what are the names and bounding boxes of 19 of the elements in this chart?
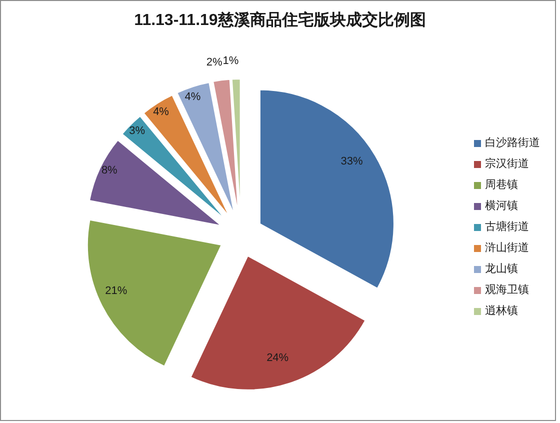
data-label: 2% bbox=[206, 56, 223, 68]
data-label: 24% bbox=[266, 352, 289, 364]
legend-label: 观海卫镇 bbox=[485, 283, 529, 297]
legend-label: 白沙路街道 bbox=[485, 136, 540, 150]
legend-label: 龙山镇 bbox=[485, 262, 518, 276]
legend-label: 古塘街道 bbox=[485, 220, 529, 234]
data-label: 33% bbox=[340, 156, 364, 168]
legend-label: 宗汉街道 bbox=[485, 156, 529, 171]
legend-label: 周巷镇 bbox=[485, 178, 518, 192]
data-label: 4% bbox=[153, 106, 170, 118]
data-label: 3% bbox=[129, 125, 146, 138]
data-label: 8% bbox=[101, 164, 118, 176]
chart-title: 11.13-11.19慈溪商品住宅版块成交比例图 bbox=[133, 10, 427, 31]
data-label: 21% bbox=[105, 285, 128, 298]
legend-label: 横河镇 bbox=[485, 199, 518, 213]
legend-label: 浒山街道 bbox=[485, 241, 529, 255]
legend-label: 逍林镇 bbox=[485, 304, 518, 318]
data-label: 4% bbox=[184, 90, 201, 103]
data-label: 1% bbox=[222, 55, 239, 68]
